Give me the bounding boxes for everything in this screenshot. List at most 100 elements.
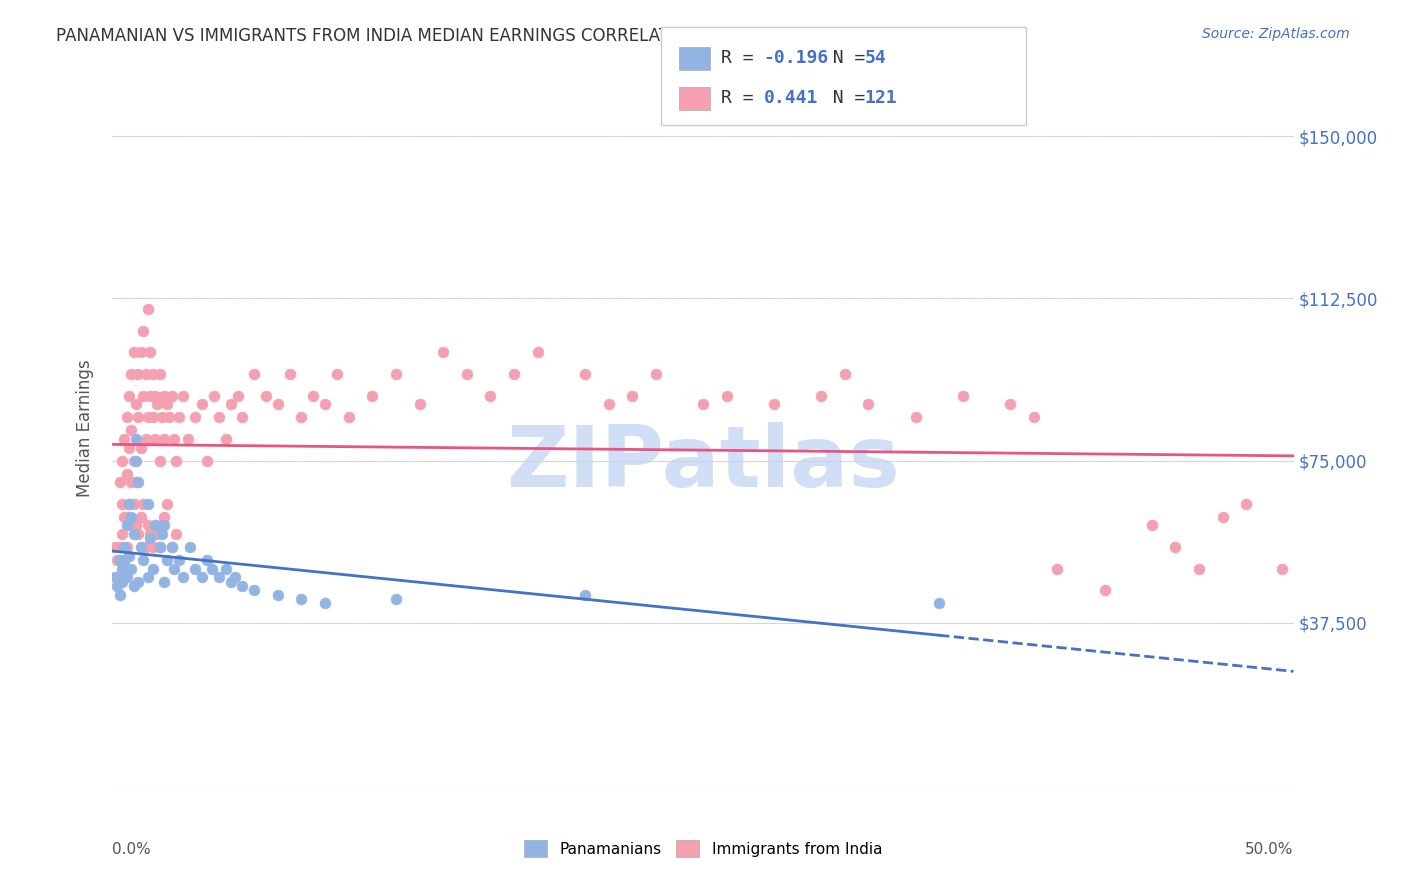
Point	[172, 570, 194, 584]
Point	[1212, 509, 1234, 524]
Point	[432, 345, 454, 359]
Point	[129, 345, 152, 359]
Text: Source: ZipAtlas.com: Source: ZipAtlas.com	[1202, 27, 1350, 41]
Point	[1188, 562, 1211, 576]
Point	[115, 410, 138, 425]
Point	[165, 453, 187, 467]
Point	[129, 509, 152, 524]
Point	[201, 562, 224, 576]
Point	[122, 527, 145, 541]
Point	[150, 527, 173, 541]
Point	[167, 410, 190, 425]
Point	[208, 410, 231, 425]
Point	[149, 540, 172, 554]
Point	[125, 432, 148, 446]
Point	[122, 579, 145, 593]
Point	[267, 397, 290, 411]
Point	[1140, 518, 1163, 533]
Point	[243, 367, 266, 381]
Point	[254, 389, 277, 403]
Point	[156, 397, 179, 411]
Point	[111, 562, 134, 576]
Text: 121: 121	[865, 89, 897, 107]
Point	[1271, 562, 1294, 576]
Point	[132, 553, 155, 567]
Point	[219, 397, 242, 411]
Point	[149, 540, 172, 554]
Point	[153, 432, 176, 446]
Point	[226, 389, 249, 403]
Point	[105, 570, 128, 584]
Point	[928, 596, 950, 610]
Point	[716, 389, 738, 403]
Point	[177, 432, 200, 446]
Point	[118, 441, 141, 455]
Point	[142, 562, 165, 576]
Point	[143, 432, 166, 446]
Point	[1164, 540, 1187, 554]
Text: N =: N =	[811, 89, 876, 107]
Point	[136, 497, 159, 511]
Point	[139, 527, 162, 541]
Point	[125, 475, 148, 490]
Point	[231, 579, 253, 593]
Point	[122, 497, 145, 511]
Text: 54: 54	[865, 49, 886, 67]
Point	[526, 345, 548, 359]
Point	[208, 570, 231, 584]
Point	[762, 397, 785, 411]
Point	[122, 453, 145, 467]
Point	[125, 518, 148, 533]
Point	[108, 553, 131, 567]
Point	[115, 467, 138, 481]
Point	[191, 570, 214, 584]
Point	[165, 527, 187, 541]
Point	[118, 497, 141, 511]
Point	[143, 518, 166, 533]
Text: -0.196: -0.196	[763, 49, 828, 67]
Point	[146, 397, 169, 411]
Point	[115, 540, 138, 554]
Point	[219, 574, 242, 589]
Point	[215, 432, 238, 446]
Point	[115, 570, 138, 584]
Point	[111, 497, 134, 511]
Point	[184, 562, 207, 576]
Point	[120, 423, 142, 437]
Point	[136, 302, 159, 317]
Point	[172, 389, 194, 403]
Point	[125, 453, 148, 467]
Point	[120, 475, 142, 490]
Point	[142, 367, 165, 381]
Legend: Panamanians, Immigrants from India: Panamanians, Immigrants from India	[517, 834, 889, 863]
Y-axis label: Median Earnings: Median Earnings	[76, 359, 94, 497]
Point	[120, 367, 142, 381]
Point	[125, 397, 148, 411]
Point	[150, 518, 173, 533]
Point	[160, 540, 183, 554]
Point	[290, 410, 312, 425]
Point	[112, 432, 135, 446]
Point	[127, 574, 149, 589]
Point	[108, 540, 131, 554]
Point	[136, 570, 159, 584]
Point	[314, 596, 336, 610]
Point	[135, 540, 157, 554]
Point	[503, 367, 526, 381]
Point	[290, 592, 312, 607]
Text: 0.441: 0.441	[763, 89, 818, 107]
Point	[179, 540, 201, 554]
Point	[139, 389, 162, 403]
Point	[598, 397, 620, 411]
Point	[118, 497, 141, 511]
Point	[143, 518, 166, 533]
Point	[243, 583, 266, 598]
Text: 0.0%: 0.0%	[112, 842, 152, 857]
Point	[278, 367, 301, 381]
Point	[361, 389, 384, 403]
Point	[153, 574, 176, 589]
Point	[195, 453, 218, 467]
Point	[125, 518, 148, 533]
Point	[160, 540, 183, 554]
Point	[574, 588, 596, 602]
